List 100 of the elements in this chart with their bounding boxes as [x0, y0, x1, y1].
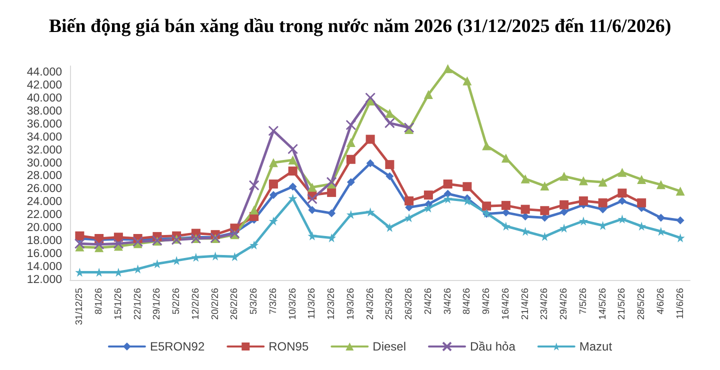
x-tick-label: 5/2/26: [171, 288, 182, 314]
point: [385, 160, 394, 170]
point: [288, 156, 298, 165]
point: [578, 176, 588, 186]
point: [578, 196, 588, 206]
point: [637, 198, 646, 208]
x-tick-label: 11/3/26: [306, 288, 318, 319]
x-tick-label: 2/4/26: [422, 288, 434, 314]
point: [656, 214, 665, 222]
chart-title: Biến động giá bán xăng dầu trong nước năm 2026 (31/12/2025 đến 11/6/2026): [48, 16, 672, 37]
y-tick-label: 22.000: [26, 209, 62, 222]
y-tick-label: 24.000: [26, 196, 62, 208]
y-tick-label: 18.000: [26, 235, 62, 248]
legend-label: E5RON92: [150, 340, 205, 354]
point: [366, 134, 375, 144]
point: [308, 206, 316, 214]
legend-label: Mazut: [579, 340, 613, 354]
point: [346, 120, 356, 130]
x-tick-label: 23/4/26: [539, 288, 550, 320]
x-tick-label: 28/5/26: [636, 288, 648, 320]
y-tick-label: 12.000: [26, 274, 62, 286]
point: [386, 172, 394, 180]
point: [306, 194, 318, 204]
x-tick-label: 19/3/26: [345, 288, 356, 320]
point: [366, 207, 375, 216]
x-tick-label: 16/4/26: [500, 288, 512, 320]
point: [637, 174, 646, 184]
point: [385, 108, 394, 118]
x-tick-label: 24/3/26: [364, 288, 376, 320]
point: [462, 182, 472, 192]
y-tick-label: 32.000: [26, 144, 62, 156]
point: [443, 64, 452, 74]
x-tick-label: 22/1/26: [132, 288, 144, 320]
point: [268, 126, 279, 136]
point: [365, 92, 376, 104]
point: [443, 180, 452, 189]
point: [618, 168, 627, 177]
x-tick-label: 3/4/26: [442, 288, 454, 314]
point: [346, 154, 356, 164]
point: [462, 76, 472, 86]
point: [308, 182, 317, 192]
y-tick-label: 30.000: [26, 157, 62, 170]
point: [269, 191, 278, 200]
point: [346, 138, 356, 148]
point: [308, 231, 317, 240]
point: [501, 200, 510, 210]
point: [250, 240, 259, 250]
point: [560, 200, 569, 210]
x-tick-label: 12/3/26: [326, 288, 338, 320]
point: [618, 188, 627, 198]
point: [598, 178, 608, 187]
point: [268, 216, 278, 226]
point: [520, 174, 530, 184]
y-tick-label: 26.000: [26, 183, 62, 196]
point: [288, 194, 298, 203]
x-tick-label: 31/12/25: [74, 288, 86, 325]
x-tick-label: 8/1/26: [94, 288, 105, 314]
x-tick-label: 10/3/26: [287, 288, 298, 320]
point: [560, 172, 569, 181]
x-tick-label: 26/3/26: [404, 288, 415, 320]
point: [132, 236, 144, 247]
point: [482, 202, 492, 211]
point: [676, 216, 684, 224]
y-tick-label: 28.000: [26, 170, 62, 182]
point: [598, 198, 608, 208]
y-tick-label: 20.000: [26, 222, 62, 234]
y-tick-label: 34.000: [26, 131, 62, 144]
legend-label: Dầu hỏa: [470, 340, 516, 354]
point: [424, 190, 433, 200]
point: [326, 176, 337, 188]
point: [676, 186, 685, 196]
x-tick-label: 21/4/26: [520, 288, 531, 320]
legend-label: RON95: [268, 340, 309, 354]
x-tick-label: 20/2/26: [210, 288, 221, 320]
x-tick-label: 4/6/26: [655, 288, 666, 314]
point: [444, 190, 452, 198]
x-tick-label: 9/4/26: [481, 288, 492, 314]
x-tick-label: 15/1/26: [112, 288, 124, 320]
point: [328, 209, 336, 218]
point: [540, 181, 550, 190]
point: [288, 182, 297, 191]
point: [384, 118, 395, 128]
x-tick-label: 26/2/26: [229, 288, 240, 320]
point: [520, 204, 530, 214]
point: [618, 196, 626, 205]
point: [404, 196, 414, 206]
y-tick-label: 44.000: [26, 66, 62, 78]
point: [346, 178, 355, 186]
point: [618, 214, 627, 224]
point: [250, 205, 259, 214]
x-tick-label: 11/6/26: [674, 288, 686, 319]
x-tick-label: 7/5/26: [578, 288, 589, 314]
x-tick-label: 7/3/26: [268, 288, 279, 314]
point: [637, 222, 646, 231]
point: [385, 222, 394, 232]
point: [540, 206, 550, 216]
point: [113, 238, 124, 249]
x-tick-label: 12/2/26: [190, 288, 202, 320]
point: [656, 180, 666, 190]
point: [424, 204, 433, 213]
